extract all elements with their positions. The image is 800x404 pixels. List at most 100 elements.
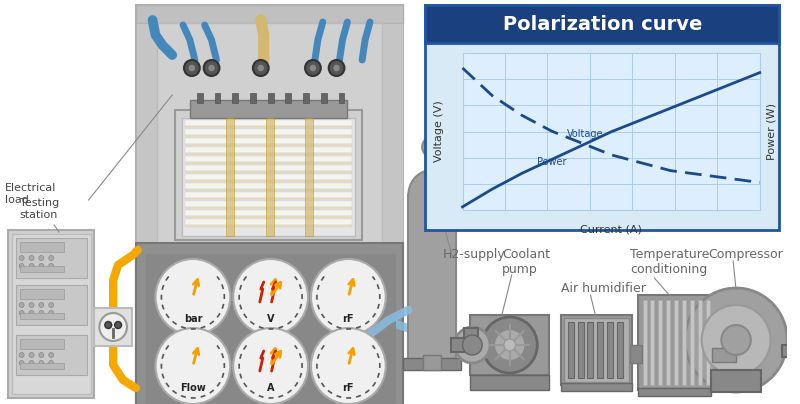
Text: Current (A): Current (A)	[580, 224, 642, 234]
Bar	[190, 100, 347, 118]
Circle shape	[685, 288, 787, 392]
Bar	[146, 323, 240, 404]
Bar	[185, 189, 352, 191]
Circle shape	[99, 313, 127, 341]
Text: Air humidifier: Air humidifier	[561, 282, 646, 295]
Circle shape	[39, 353, 44, 358]
Bar	[185, 135, 352, 137]
Bar	[642, 300, 646, 385]
Bar	[301, 254, 395, 348]
Text: Voltage: Voltage	[566, 129, 603, 139]
Circle shape	[309, 64, 317, 72]
Circle shape	[29, 353, 34, 358]
Bar	[682, 300, 686, 385]
Circle shape	[422, 137, 442, 157]
Bar	[185, 156, 352, 162]
Bar	[650, 300, 654, 385]
Bar	[185, 192, 352, 198]
Circle shape	[29, 303, 34, 307]
Circle shape	[49, 303, 54, 307]
Circle shape	[39, 311, 44, 316]
Circle shape	[329, 60, 345, 76]
Circle shape	[702, 305, 770, 375]
Text: Coolant
pump: Coolant pump	[502, 248, 550, 276]
Bar	[674, 300, 678, 385]
Bar	[578, 322, 583, 378]
Bar	[185, 207, 352, 209]
Bar	[20, 363, 64, 369]
Bar	[185, 144, 352, 146]
Text: Flow: Flow	[180, 383, 206, 393]
Bar	[20, 339, 64, 349]
Circle shape	[188, 64, 196, 72]
Text: H2-supply: H2-supply	[443, 248, 506, 261]
Circle shape	[19, 303, 24, 307]
Bar	[185, 171, 352, 173]
Bar	[321, 93, 326, 103]
Bar	[305, 118, 313, 236]
Bar	[136, 23, 158, 400]
Bar	[136, 5, 403, 23]
Circle shape	[49, 311, 54, 316]
Bar	[223, 254, 318, 348]
Bar	[226, 118, 234, 236]
Circle shape	[305, 60, 321, 76]
Bar	[185, 126, 352, 128]
Bar	[185, 180, 352, 182]
Circle shape	[19, 360, 24, 366]
Circle shape	[253, 60, 269, 76]
Circle shape	[722, 325, 751, 355]
Bar	[250, 93, 256, 103]
Bar	[711, 370, 761, 392]
Bar	[136, 243, 403, 404]
Circle shape	[39, 263, 44, 269]
Circle shape	[234, 328, 308, 404]
Circle shape	[482, 317, 538, 373]
Bar	[706, 300, 710, 385]
Circle shape	[49, 255, 54, 261]
Text: Polarization curve: Polarization curve	[502, 15, 702, 34]
Bar	[185, 147, 352, 153]
Circle shape	[208, 64, 215, 72]
Circle shape	[462, 335, 482, 355]
Text: Power: Power	[537, 158, 566, 168]
Bar	[185, 198, 352, 200]
Bar	[20, 289, 64, 299]
Bar	[561, 315, 632, 385]
Bar	[713, 348, 736, 362]
Circle shape	[29, 255, 34, 261]
Circle shape	[454, 327, 490, 363]
Circle shape	[29, 311, 34, 316]
Bar	[690, 300, 694, 385]
Circle shape	[29, 360, 34, 366]
Bar	[136, 5, 403, 404]
Text: Power (W): Power (W)	[766, 103, 777, 160]
Bar	[638, 295, 711, 390]
Circle shape	[39, 360, 44, 366]
Bar	[12, 234, 90, 394]
Bar	[425, 5, 779, 43]
Circle shape	[19, 255, 24, 261]
Bar	[607, 322, 613, 378]
Bar	[185, 129, 352, 135]
Bar	[561, 383, 632, 391]
Bar	[617, 322, 623, 378]
Bar	[20, 313, 64, 319]
Bar	[20, 266, 64, 272]
Bar	[630, 345, 642, 363]
Circle shape	[494, 329, 526, 361]
Bar	[425, 5, 779, 230]
Circle shape	[257, 64, 265, 72]
Bar	[197, 93, 202, 103]
Circle shape	[311, 328, 386, 404]
Circle shape	[311, 259, 386, 335]
Bar	[185, 219, 352, 225]
Bar	[782, 345, 800, 357]
Text: Testing
station: Testing station	[20, 198, 59, 220]
Circle shape	[155, 259, 230, 335]
Bar	[268, 93, 274, 103]
Bar	[16, 335, 86, 375]
Bar	[568, 322, 574, 378]
Text: A: A	[267, 383, 274, 393]
Bar	[301, 323, 395, 404]
